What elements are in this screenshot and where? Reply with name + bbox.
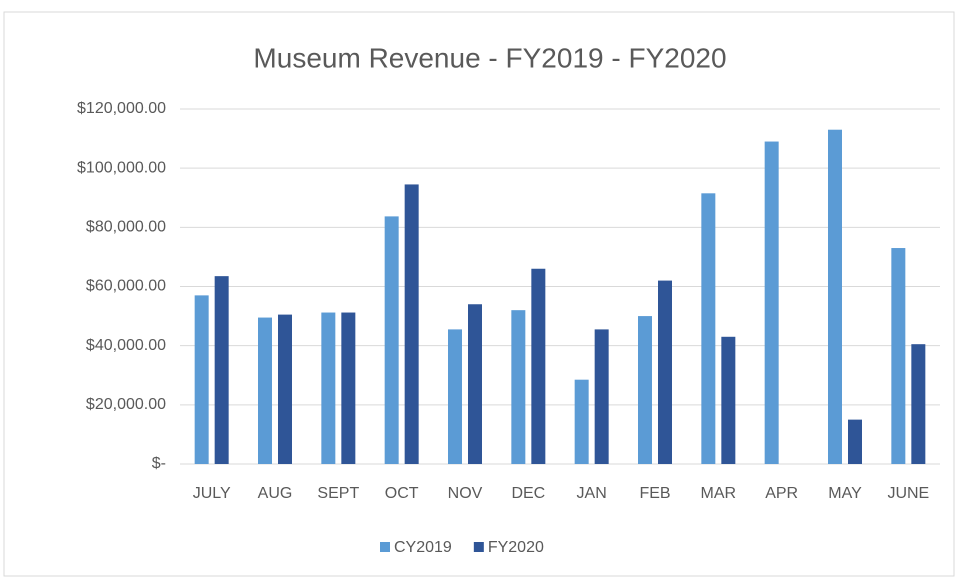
x-tick-label: JULY (193, 485, 231, 502)
bar (468, 304, 482, 464)
y-tick-label: $60,000.00 (86, 278, 166, 295)
x-tick-label: SEPT (317, 485, 359, 502)
bar (721, 336, 736, 464)
bar (828, 129, 842, 465)
y-tick-label: $80,000.00 (86, 219, 166, 236)
x-tick-label: MAY (828, 485, 862, 502)
x-tick-label: OCT (385, 485, 419, 502)
bar (891, 248, 906, 464)
bar (278, 314, 292, 464)
y-tick-label: $- (152, 455, 166, 472)
chart-title: Museum Revenue - FY2019 - FY2020 (253, 42, 726, 73)
bar (531, 268, 546, 464)
x-tick-label: DEC (511, 485, 545, 502)
bar (321, 312, 336, 464)
chart-border (3, 11, 955, 577)
bar (214, 276, 229, 464)
bar (594, 329, 609, 464)
legend-label: CY2019 (394, 539, 452, 556)
bar (911, 344, 926, 464)
bar (258, 317, 272, 464)
x-tick-label: AUG (258, 485, 293, 502)
legend-swatch (380, 542, 390, 552)
x-tick-label: JAN (577, 485, 607, 502)
bar (511, 310, 526, 464)
bar (638, 316, 652, 464)
legend-swatch (473, 542, 484, 552)
y-tick-label: $120,000.00 (77, 100, 166, 117)
bar (448, 329, 462, 464)
legend-label: FY2020 (488, 539, 544, 556)
bar (404, 184, 419, 464)
bar (341, 312, 356, 464)
bar (658, 280, 672, 464)
y-tick-label: $40,000.00 (86, 337, 166, 354)
x-tick-label: MAR (701, 485, 737, 502)
x-tick-label: APR (765, 485, 798, 502)
x-tick-label: FEB (639, 485, 670, 502)
bar (384, 216, 399, 464)
bar (764, 141, 779, 464)
bar (701, 193, 716, 464)
bar (574, 379, 589, 464)
y-tick-label: $100,000.00 (77, 159, 166, 176)
bar (848, 419, 862, 464)
y-tick-label: $20,000.00 (86, 396, 166, 413)
bar (194, 295, 209, 464)
x-tick-label: JUNE (887, 485, 929, 502)
x-tick-label: NOV (448, 485, 483, 502)
